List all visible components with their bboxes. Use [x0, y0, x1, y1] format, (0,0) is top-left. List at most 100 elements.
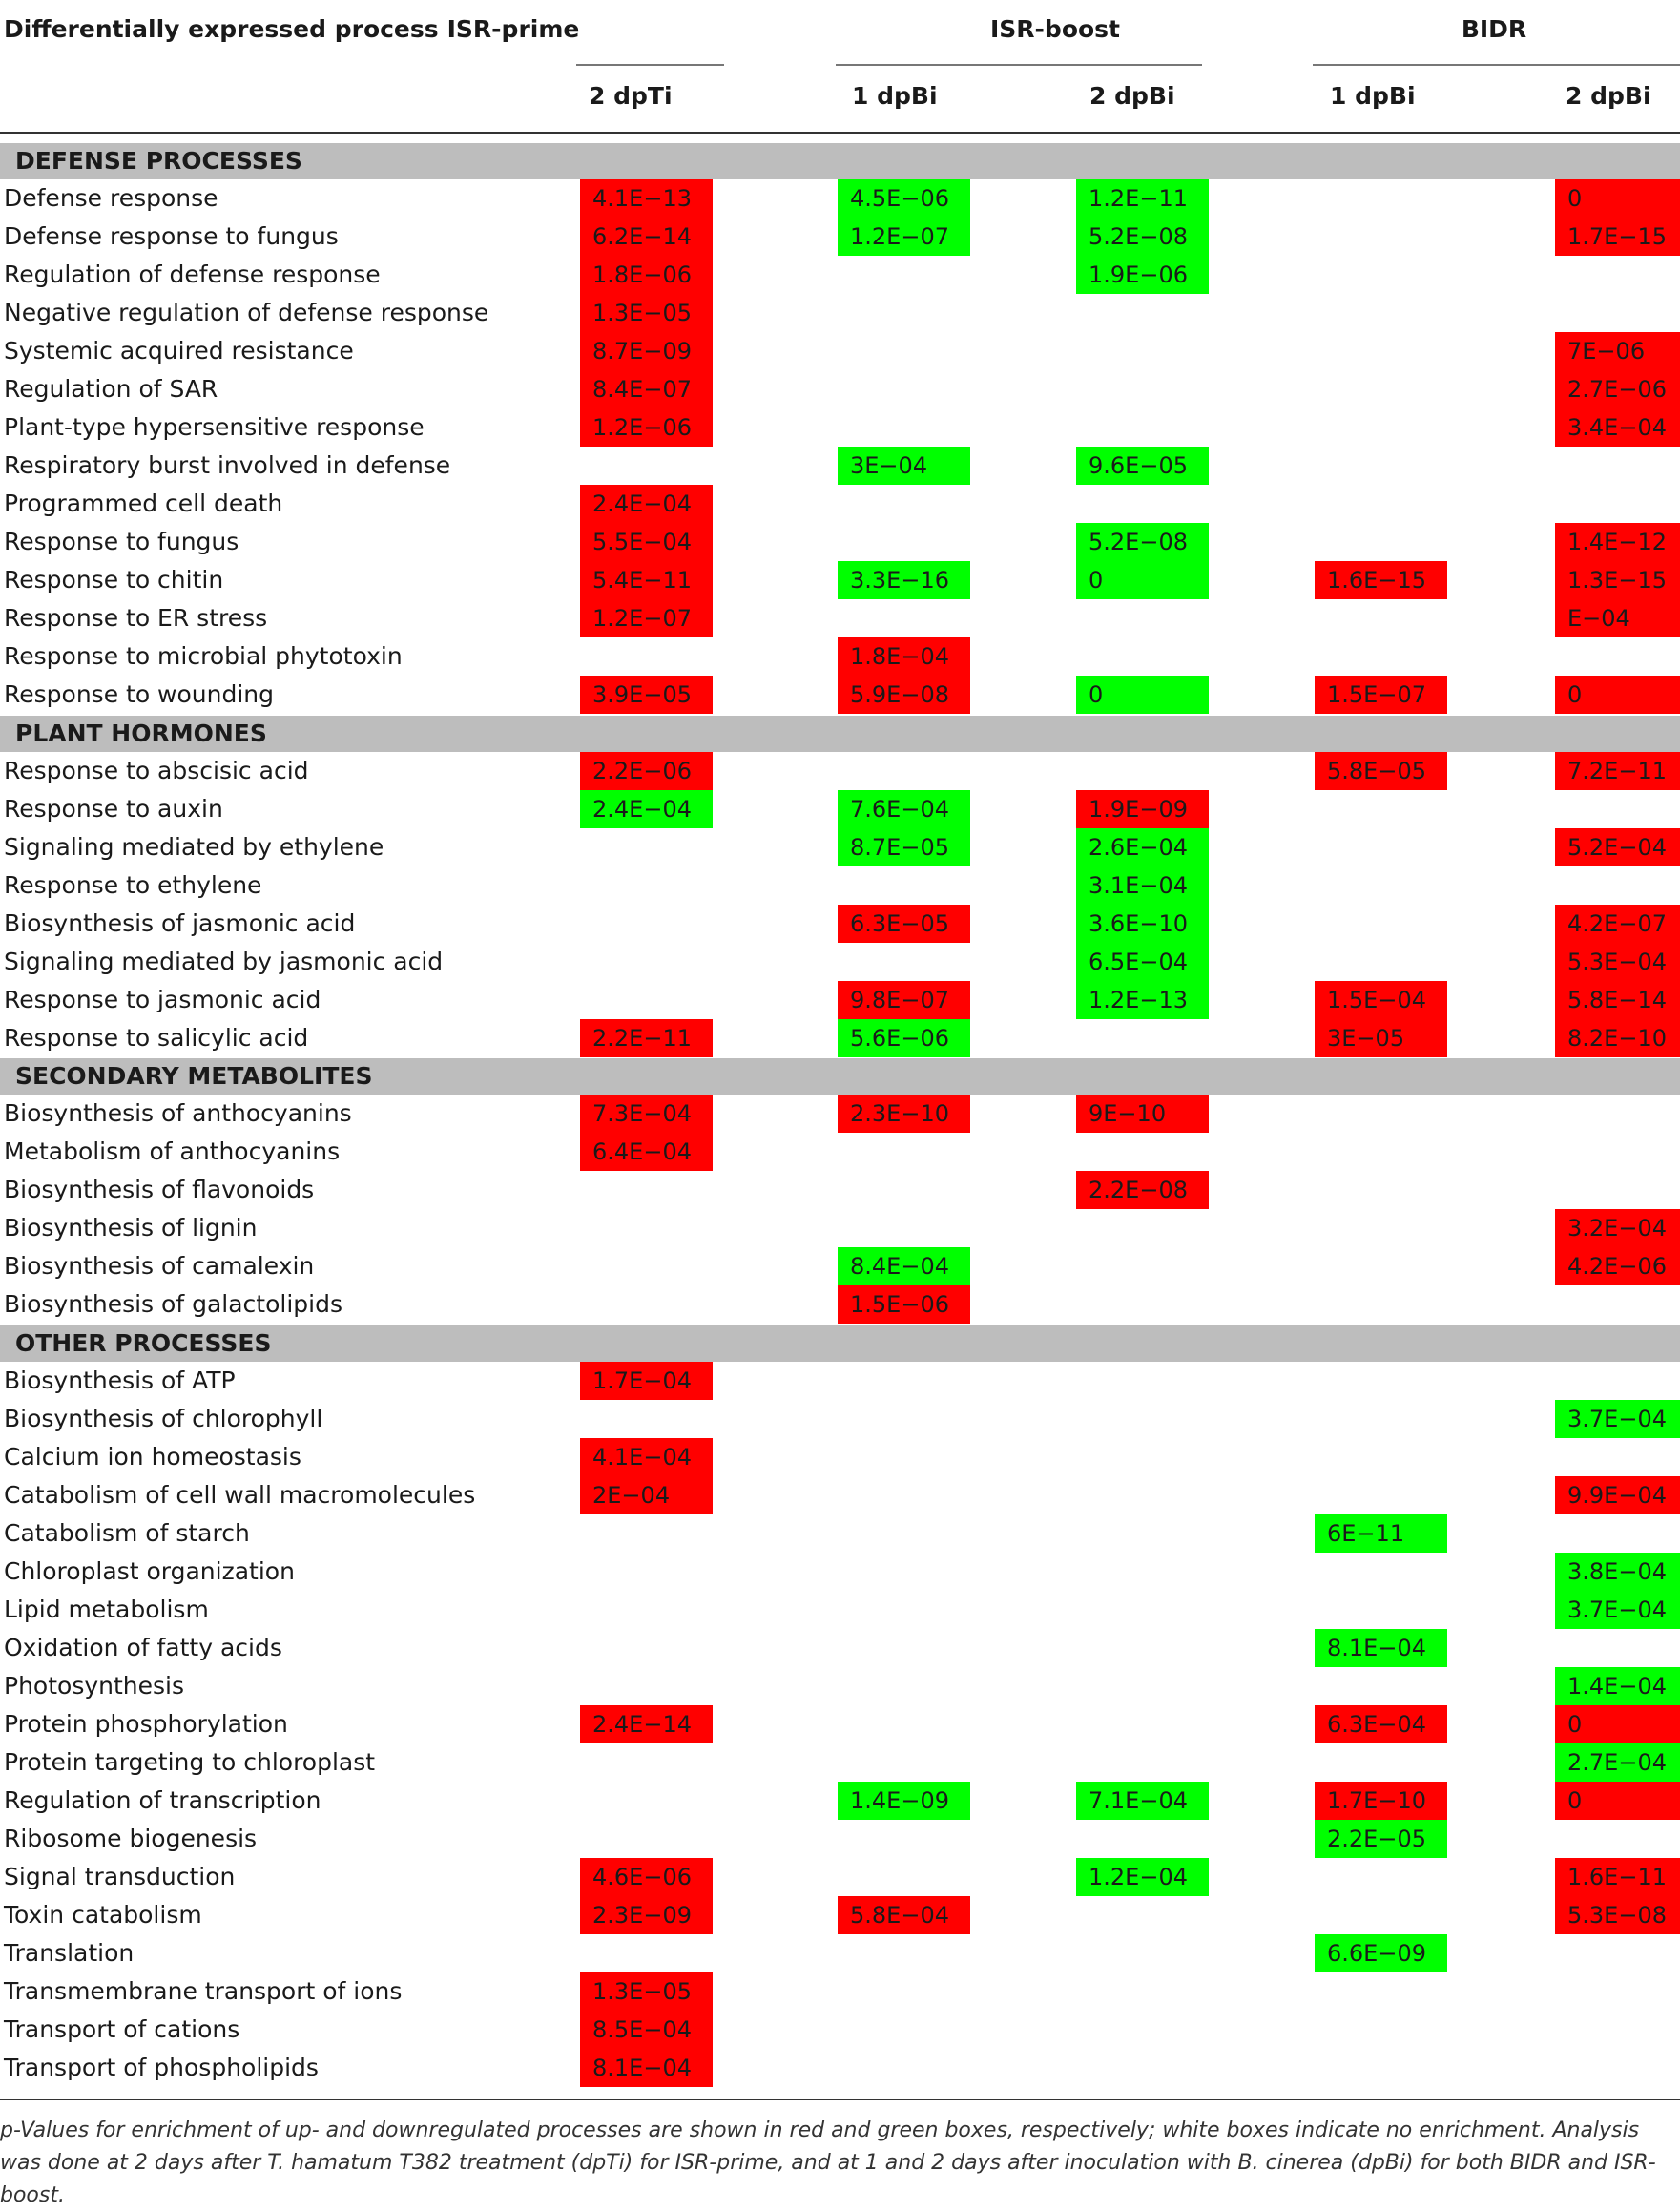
pvalue-cell-downregulated: 5.2E−08 — [1076, 218, 1209, 256]
row-label: Lipid metabolism — [4, 1596, 209, 1623]
pvalue-cell-upregulated: 3.9E−05 — [580, 676, 713, 714]
pvalue-cell-upregulated: 1.7E−04 — [580, 1362, 713, 1400]
row-label: Metabolism of anthocyanins — [4, 1137, 341, 1165]
pvalue-cell-upregulated: 4.6E−06 — [580, 1858, 713, 1896]
pvalue-cell-downregulated: 7.1E−04 — [1076, 1782, 1209, 1820]
pvalue-cell-upregulated: 7.2E−11 — [1555, 752, 1680, 790]
row-label: Signal transduction — [4, 1863, 236, 1890]
pvalue-cell-upregulated: 2.2E−08 — [1076, 1171, 1209, 1209]
subcol-header-isr-boost-2dpbi: 2 dpBi — [1089, 82, 1175, 110]
row-label: Oxidation of fatty acids — [4, 1634, 282, 1661]
pvalue-cell-upregulated: 9E−10 — [1076, 1095, 1209, 1133]
row-label: Catabolism of starch — [4, 1519, 250, 1547]
row-label: Defense response to fungus — [4, 222, 339, 250]
row-label: Response to ethylene — [4, 871, 262, 899]
pvalue-cell-upregulated: 1.4E−12 — [1555, 523, 1680, 561]
row-label: Biosynthesis of jasmonic acid — [4, 909, 356, 937]
pvalue-cell-downregulated: 6E−11 — [1315, 1514, 1447, 1553]
row-label: Plant-type hypersensitive response — [4, 413, 425, 441]
pvalue-cell-downregulated: 2.2E−05 — [1315, 1820, 1447, 1858]
pvalue-cell-upregulated: 1.6E−11 — [1555, 1858, 1680, 1896]
row-label: Protein phosphorylation — [4, 1710, 288, 1738]
row-label: Response to ER stress — [4, 604, 268, 632]
subcol-header-bidr-2dpbi: 2 dpBi — [1566, 82, 1651, 110]
row-label: Photosynthesis — [4, 1672, 185, 1700]
pvalue-cell-upregulated: 1.5E−06 — [838, 1285, 970, 1324]
pvalue-cell-downregulated: 2.6E−04 — [1076, 828, 1209, 866]
pvalue-cell-upregulated: 5.8E−04 — [838, 1896, 970, 1934]
pvalue-cell-upregulated: 1.5E−07 — [1315, 676, 1447, 714]
row-label: Biosynthesis of camalexin — [4, 1252, 315, 1280]
pvalue-cell-upregulated: 8.7E−09 — [580, 332, 713, 370]
pvalue-cell-upregulated: 1.6E−15 — [1315, 561, 1447, 599]
pvalue-cell-upregulated: 4.2E−06 — [1555, 1247, 1680, 1285]
pvalue-cell-upregulated: 6.4E−04 — [580, 1133, 713, 1171]
pvalue-cell-downregulated: 3.7E−04 — [1555, 1591, 1680, 1629]
row-label: Signaling mediated by jasmonic acid — [4, 948, 444, 975]
pvalue-cell-downregulated: 0 — [1076, 676, 1209, 714]
section-header: OTHER PROCESSES — [0, 1325, 1680, 1362]
pvalue-cell-upregulated: 1.8E−04 — [838, 637, 970, 676]
group-header-bidr: BIDR — [1461, 15, 1527, 43]
row-label: Toxin catabolism — [4, 1901, 202, 1929]
pvalue-cell-upregulated: 5.2E−04 — [1555, 828, 1680, 866]
pvalue-cell-upregulated: 2.7E−06 — [1555, 370, 1680, 408]
pvalue-cell-upregulated: 5.8E−14 — [1555, 981, 1680, 1019]
row-label: Response to chitin — [4, 566, 224, 594]
pvalue-cell-downregulated: 6.5E−04 — [1076, 943, 1209, 981]
pvalue-cell-upregulated: 8.2E−10 — [1555, 1019, 1680, 1057]
pvalue-cell-upregulated: 1.3E−05 — [580, 294, 713, 332]
row-label: Systemic acquired resistance — [4, 337, 354, 365]
row-label: Catabolism of cell wall macromolecules — [4, 1481, 476, 1509]
pvalue-cell-upregulated: 8.1E−04 — [580, 2049, 713, 2087]
row-label: Defense response — [4, 184, 218, 212]
header-rule — [0, 132, 1680, 134]
row-label: Biosynthesis of flavonoids — [4, 1176, 315, 1203]
row-label: Response to microbial phytotoxin — [4, 642, 403, 670]
pvalue-cell-upregulated: 6.2E−14 — [580, 218, 713, 256]
pvalue-cell-upregulated: 1.7E−15 — [1555, 218, 1680, 256]
row-label: Response to auxin — [4, 795, 223, 823]
pvalue-cell-downregulated: 8.4E−04 — [838, 1247, 970, 1285]
pvalue-cell-downregulated: 7.6E−04 — [838, 790, 970, 828]
pvalue-cell-downregulated: 5.2E−08 — [1076, 523, 1209, 561]
pvalue-cell-downregulated: 4.5E−06 — [838, 179, 970, 218]
pvalue-cell-upregulated: 0 — [1555, 1782, 1680, 1820]
pvalue-cell-downregulated: 1.2E−07 — [838, 218, 970, 256]
pvalue-cell-upregulated: 5.8E−05 — [1315, 752, 1447, 790]
pvalue-cell-upregulated: 5.5E−04 — [580, 523, 713, 561]
process-column-header: Differentially expressed process — [4, 15, 439, 43]
bottom-rule — [0, 2099, 1680, 2100]
row-label: Biosynthesis of chlorophyll — [4, 1405, 323, 1432]
row-label: Biosynthesis of galactolipids — [4, 1290, 342, 1318]
row-label: Transmembrane transport of ions — [4, 1977, 403, 2005]
pvalue-cell-upregulated: 0 — [1555, 179, 1680, 218]
pvalue-cell-upregulated: 9.9E−04 — [1555, 1476, 1680, 1514]
table-footnote: p-Values for enrichment of up- and downr… — [0, 2118, 1656, 2207]
pvalue-cell-upregulated: 5.3E−04 — [1555, 943, 1680, 981]
pvalue-cell-upregulated: 0 — [1555, 676, 1680, 714]
pvalue-cell-upregulated: 1.2E−07 — [580, 599, 713, 637]
section-header: SECONDARY METABOLITES — [0, 1058, 1680, 1095]
pvalue-cell-upregulated: 0 — [1555, 1705, 1680, 1743]
pvalue-cell-upregulated: 1.3E−15 — [1555, 561, 1680, 599]
pvalue-cell-downregulated: 1.4E−04 — [1555, 1667, 1680, 1705]
row-label: Biosynthesis of ATP — [4, 1367, 236, 1394]
row-label: Transport of phospholipids — [4, 2054, 319, 2081]
row-label: Response to jasmonic acid — [4, 986, 321, 1013]
subcol-header-isr-prime-2dpti: 2 dpTi — [589, 82, 673, 110]
pvalue-cell-upregulated: 2.3E−09 — [580, 1896, 713, 1934]
pvalue-cell-upregulated: 1.3E−05 — [580, 1972, 713, 2011]
pvalue-cell-upregulated: 4.2E−07 — [1555, 905, 1680, 943]
row-label: Regulation of defense response — [4, 261, 381, 288]
pvalue-cell-upregulated: 3.2E−04 — [1555, 1209, 1680, 1247]
pvalue-cell-downregulated: 1.2E−13 — [1076, 981, 1209, 1019]
pvalue-cell-downregulated: 0 — [1076, 561, 1209, 599]
pvalue-cell-upregulated: 8.4E−07 — [580, 370, 713, 408]
pvalue-cell-downregulated: 2.7E−04 — [1555, 1743, 1680, 1782]
pvalue-cell-upregulated: 6.3E−05 — [838, 905, 970, 943]
pvalue-cell-upregulated: 5.3E−08 — [1555, 1896, 1680, 1934]
row-label: Biosynthesis of lignin — [4, 1214, 258, 1242]
group-underline-isr-boost — [836, 64, 1202, 66]
